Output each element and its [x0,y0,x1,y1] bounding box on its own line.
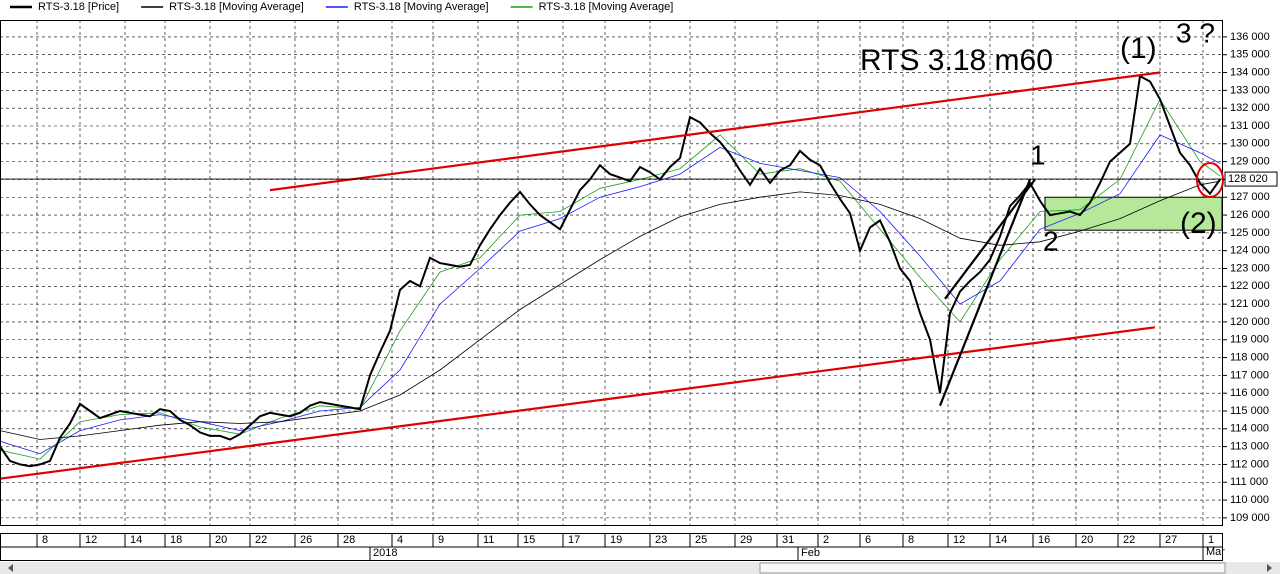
y-tick-label: 115 000 [1230,405,1269,417]
series-line [0,98,1221,460]
highlight-circle [1196,162,1224,198]
y-tick-label: 130 000 [1230,138,1270,150]
plot-area [0,20,1223,525]
x-tick-label: 4 [397,534,403,546]
x-tick-label: 19 [610,534,622,546]
legend-label: RTS-3.18 [Moving Average] [539,1,674,13]
x-tick-label: 22 [1123,534,1135,546]
x-tick-label: 1 [1208,534,1214,546]
x-tick-label: 17 [568,534,580,546]
x-tick-label: 23 [655,534,667,546]
x-tick-label: 12 [85,534,97,546]
x-tick-label: Mar [1206,546,1225,558]
y-tick-label: 126 000 [1230,209,1270,221]
x-tick-label: 22 [255,534,267,546]
x-tick-label: 14 [130,534,142,546]
x-tick-label: Feb [801,547,820,559]
x-tick-label: 14 [995,534,1007,546]
y-tick-label: 114 000 [1230,423,1269,435]
legend-label: RTS-3.18 [Price] [38,1,119,13]
x-tick-label: 8 [908,534,914,546]
y-tick-label: 116 000 [1230,387,1269,399]
y-tick-label: 111 000 [1230,476,1268,488]
y-tick-label: 133 000 [1230,84,1270,96]
x-tick-label: 2018 [373,547,397,559]
scrollbar-thumb[interactable] [759,562,1226,574]
series-line [0,134,1221,455]
x-tick-label: 6 [865,534,871,546]
trend-line [938,178,1032,407]
legend-label: RTS-3.18 [Moving Average] [169,1,304,13]
series-line [0,74,1221,468]
y-tick-label: 136 000 [1230,31,1270,43]
x-tick-label: 28 [343,534,355,546]
legend: RTS-3.18 [Price] RTS-3.18 [Moving Average… [10,1,673,13]
trend-line [0,326,1156,480]
x-tick-label: 8 [42,534,48,546]
y-tick-label: 118 000 [1230,351,1269,363]
y-tick-label: 135 000 [1230,49,1270,61]
y-tick-label: 122 000 [1230,280,1270,292]
x-tick-label: 26 [300,534,312,546]
x-tick-label: 12 [953,534,965,546]
x-tick-label: 15 [523,534,535,546]
x-tick-label: 25 [695,534,707,546]
annotation: 2 [1043,225,1059,256]
x-tick-label: 16 [1038,534,1050,546]
y-tick-label: 117 000 [1230,369,1269,381]
annotation: (2) [1180,207,1217,240]
legend-label: RTS-3.18 [Moving Average] [354,1,489,13]
chart-title: RTS 3.18 m60 [860,44,1053,77]
y-tick-label: 131 000 [1230,120,1270,132]
x-tick-label: 2 [823,534,829,546]
x-tick-label: 18 [170,534,182,546]
plot-border [0,20,1223,526]
last-price-box [1224,171,1278,187]
series-line [0,180,1221,440]
annotation: 1 [1030,139,1046,170]
x-tick-label: 11 [483,534,494,546]
y-tick-label: 113 000 [1230,441,1269,453]
y-tick-label: 127 000 [1230,191,1270,203]
y-tick-label: 123 000 [1230,262,1270,274]
y-tick-label: 121 000 [1230,298,1270,310]
trend-line [269,71,1161,192]
y-tick-label: 109 000 [1230,512,1270,524]
y-tick-label: 129 000 [1230,156,1270,168]
y-tick-label: 134 000 [1230,66,1270,78]
y-tick-label: 119 000 [1230,334,1269,346]
x-tick-label: 20 [1081,534,1093,546]
y-tick-label: 132 000 [1230,102,1270,114]
x-tick-label: 29 [740,534,752,546]
y-tick-label: 120 000 [1230,316,1270,328]
y-tick-label: 124 000 [1230,245,1270,257]
trend-line [944,178,1036,300]
y-tick-label: 112 000 [1230,458,1269,470]
annotation: (1) [1120,32,1157,65]
x-tick-label: 27 [1165,534,1177,546]
x-tick-label: 9 [438,534,444,546]
y-tick-label: 125 000 [1230,227,1270,239]
x-tick-label: 31 [782,534,794,546]
y-tick-label: 110 000 [1230,494,1269,506]
last-price-label: 128 020 [1228,173,1268,185]
x-tick-label: 20 [215,534,227,546]
annotation: 3 ? [1176,17,1215,48]
